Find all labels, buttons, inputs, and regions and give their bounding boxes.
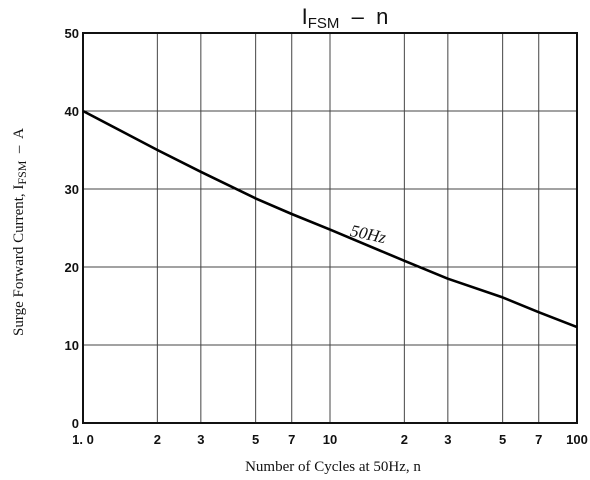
- x-tick-label: 7: [288, 432, 295, 447]
- y-tick-label: 10: [65, 338, 79, 353]
- x-tick-label: 100: [566, 432, 588, 447]
- y-axis-label-sub: FSM: [15, 160, 29, 184]
- plot-area-frame: [82, 32, 578, 424]
- x-tick-label: 3: [444, 432, 451, 447]
- y-tick-label: 0: [72, 416, 79, 431]
- x-axis-label: Number of Cycles at 50Hz, n: [245, 459, 421, 475]
- x-tick-label: 10: [323, 432, 337, 447]
- x-tick-label: 2: [154, 432, 161, 447]
- chart-title-rest: – n: [339, 4, 388, 29]
- x-tick-label: 2: [401, 432, 408, 447]
- series-annotation: 50Hz: [349, 221, 388, 247]
- x-tick-label: 1. 0: [72, 432, 94, 447]
- y-axis-label: Surge Forward Current, IFSM – A: [11, 128, 29, 336]
- x-tick-label: 3: [197, 432, 204, 447]
- y-axis-label-unit: – A: [11, 128, 27, 161]
- chart-title-sub: FSM: [308, 15, 340, 32]
- y-tick-label: 50: [65, 26, 79, 41]
- y-tick-label: 30: [65, 182, 79, 197]
- chart-title-main: I: [302, 4, 308, 29]
- tick-labels: 1. 0 2 3 5 7 10 2 3 5 7 100 0 10 20 30 40 50: [65, 26, 588, 447]
- x-tick-label: 5: [499, 432, 506, 447]
- y-tick-label: 40: [65, 104, 79, 119]
- y-axis-label-main: Surge Forward Current, I: [11, 185, 27, 336]
- x-tick-label: 5: [252, 432, 259, 447]
- y-tick-label: 20: [65, 260, 79, 275]
- grid: [83, 33, 577, 423]
- chart-title: IFSM – n: [302, 4, 389, 32]
- x-tick-label: 7: [535, 432, 542, 447]
- series-line-50hz: [82, 109, 578, 329]
